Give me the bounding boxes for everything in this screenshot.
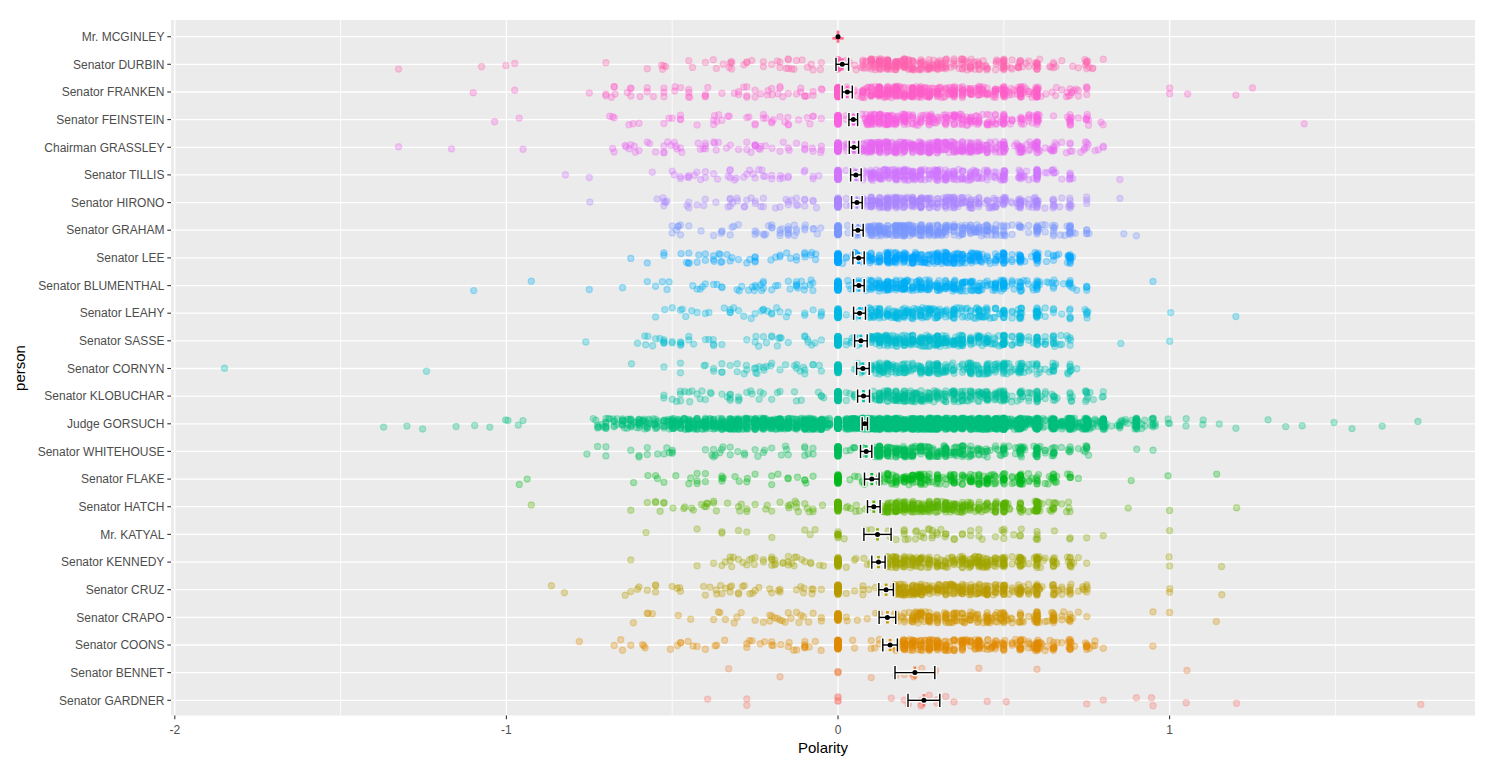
svg-text:Senator HATCH: Senator HATCH bbox=[79, 500, 165, 514]
svg-text:Senator CRUZ: Senator CRUZ bbox=[86, 583, 165, 597]
svg-text:Senator CRAPO: Senator CRAPO bbox=[76, 611, 164, 625]
svg-text:Senator DURBIN: Senator DURBIN bbox=[73, 58, 164, 72]
svg-text:Senator FRANKEN: Senator FRANKEN bbox=[62, 85, 165, 99]
svg-text:Senator COONS: Senator COONS bbox=[75, 638, 164, 652]
svg-text:Senator TILLIS: Senator TILLIS bbox=[84, 168, 165, 182]
svg-text:1: 1 bbox=[1166, 723, 1173, 737]
svg-text:Senator FLAKE: Senator FLAKE bbox=[81, 472, 164, 486]
svg-text:person: person bbox=[11, 345, 28, 391]
svg-text:Senator KENNEDY: Senator KENNEDY bbox=[61, 555, 164, 569]
svg-text:Senator WHITEHOUSE: Senator WHITEHOUSE bbox=[38, 445, 165, 459]
svg-text:Mr. MCGINLEY: Mr. MCGINLEY bbox=[82, 30, 165, 44]
svg-text:-1: -1 bbox=[501, 723, 512, 737]
svg-text:Senator LEE: Senator LEE bbox=[96, 251, 164, 265]
svg-text:0: 0 bbox=[835, 723, 842, 737]
svg-text:Senator KLOBUCHAR: Senator KLOBUCHAR bbox=[44, 389, 164, 403]
svg-text:Senator HIRONO: Senator HIRONO bbox=[71, 196, 164, 210]
svg-text:Senator SASSE: Senator SASSE bbox=[79, 334, 164, 348]
svg-text:Polarity: Polarity bbox=[798, 739, 849, 756]
svg-text:Mr. KATYAL: Mr. KATYAL bbox=[100, 528, 165, 542]
svg-text:Senator FEINSTEIN: Senator FEINSTEIN bbox=[56, 113, 164, 127]
svg-text:Chairman GRASSLEY: Chairman GRASSLEY bbox=[44, 141, 164, 155]
svg-text:Senator LEAHY: Senator LEAHY bbox=[80, 306, 165, 320]
svg-text:-2: -2 bbox=[169, 723, 180, 737]
svg-text:Senator GARDNER: Senator GARDNER bbox=[59, 694, 165, 708]
svg-text:Judge GORSUCH: Judge GORSUCH bbox=[67, 417, 164, 431]
svg-text:Senator BLUMENTHAL: Senator BLUMENTHAL bbox=[38, 279, 164, 293]
svg-text:Senator GRAHAM: Senator GRAHAM bbox=[66, 223, 164, 237]
svg-text:Senator BENNET: Senator BENNET bbox=[70, 666, 165, 680]
svg-text:Senator CORNYN: Senator CORNYN bbox=[67, 362, 164, 376]
